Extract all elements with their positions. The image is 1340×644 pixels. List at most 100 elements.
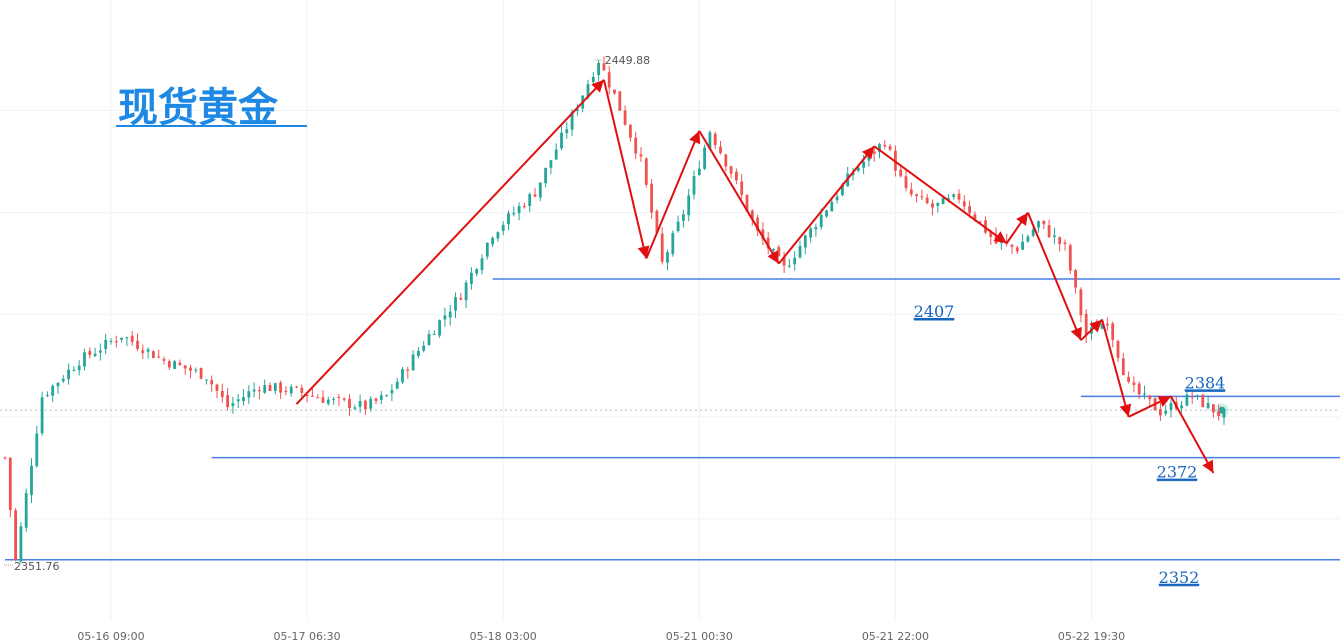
candle-body bbox=[401, 369, 404, 383]
candle-body bbox=[782, 257, 786, 266]
candle-body bbox=[491, 237, 494, 245]
trend-arrow-line bbox=[1170, 395, 1215, 474]
candle-body bbox=[464, 282, 468, 301]
candle-body bbox=[157, 356, 161, 358]
candle-body bbox=[1217, 411, 1221, 416]
candle-body bbox=[809, 228, 812, 238]
x-tick-label: 05-17 06:30 bbox=[274, 630, 341, 643]
candle-body bbox=[740, 181, 744, 195]
candle-body bbox=[40, 397, 44, 434]
candle-body bbox=[947, 198, 950, 200]
candle-body bbox=[549, 160, 553, 168]
candle-body bbox=[385, 395, 388, 397]
candle-body bbox=[602, 63, 606, 71]
candle-body bbox=[676, 221, 680, 232]
candle-body bbox=[671, 233, 675, 255]
candle-body bbox=[46, 394, 49, 396]
candle-body bbox=[814, 227, 818, 230]
candle-body bbox=[337, 397, 341, 399]
candle-body bbox=[247, 391, 251, 398]
candle-body bbox=[417, 350, 420, 356]
candle-body bbox=[623, 110, 627, 125]
candle-body bbox=[470, 272, 473, 285]
candle-body bbox=[1196, 395, 1199, 397]
candle-body bbox=[629, 124, 632, 138]
candle-body bbox=[692, 176, 696, 195]
candle-body bbox=[835, 196, 839, 201]
candle-body bbox=[660, 233, 664, 262]
candle-body bbox=[554, 149, 558, 160]
candle-body bbox=[353, 407, 357, 409]
candle-body bbox=[448, 311, 452, 318]
candle-body bbox=[634, 137, 638, 154]
candle-body bbox=[125, 337, 129, 339]
candle-body bbox=[761, 229, 765, 240]
candle-body bbox=[146, 349, 150, 352]
candle-body bbox=[819, 214, 823, 227]
candle-body bbox=[517, 206, 521, 214]
trend-arrow-head bbox=[1070, 326, 1082, 341]
candle-body bbox=[263, 385, 267, 393]
candle-body bbox=[655, 210, 659, 233]
candle-body bbox=[189, 367, 192, 371]
candle-body bbox=[268, 385, 272, 391]
candle-body bbox=[289, 386, 293, 394]
candle-body bbox=[798, 246, 802, 258]
candle-body bbox=[1053, 235, 1056, 238]
trend-arrow-head bbox=[1016, 212, 1028, 226]
chart-title: 现货黄金 bbox=[118, 84, 279, 131]
candle-body bbox=[1000, 242, 1003, 244]
trend-arrows bbox=[295, 79, 1215, 474]
x-tick-label: 05-16 09:00 bbox=[77, 630, 144, 643]
trend-arrow-line bbox=[1026, 212, 1082, 341]
candle-body bbox=[941, 198, 945, 205]
trend-arrow-line bbox=[295, 79, 605, 405]
candle-body bbox=[311, 395, 314, 397]
candle-body bbox=[30, 465, 33, 496]
candle-body bbox=[856, 167, 860, 171]
candle-body bbox=[1058, 237, 1062, 244]
candle-body bbox=[210, 379, 214, 385]
candle-body bbox=[766, 237, 770, 249]
candle-body bbox=[968, 206, 971, 214]
candle-body bbox=[1159, 409, 1162, 416]
x-tick-label: 05-18 03:00 bbox=[470, 630, 537, 643]
candle-body bbox=[523, 206, 526, 208]
candle-body bbox=[459, 297, 463, 300]
candle-body bbox=[1121, 358, 1125, 376]
candle-body bbox=[687, 195, 691, 216]
candle-body bbox=[1074, 270, 1077, 288]
candle-body bbox=[284, 390, 288, 393]
candle-body bbox=[178, 362, 182, 365]
candle-body bbox=[411, 354, 415, 371]
candle-body bbox=[24, 493, 28, 528]
candle-body bbox=[501, 224, 505, 231]
candle-body bbox=[931, 203, 934, 208]
candle-body bbox=[480, 258, 484, 271]
candle-body bbox=[644, 158, 648, 185]
candle-body bbox=[1116, 341, 1120, 358]
candle-body bbox=[650, 183, 653, 213]
candle-body bbox=[173, 361, 176, 369]
candle-body bbox=[841, 184, 844, 196]
candle-body bbox=[682, 214, 685, 221]
candle-body bbox=[114, 341, 118, 343]
candle-body bbox=[364, 400, 367, 410]
candle-body bbox=[904, 176, 908, 189]
trend-arrow-head bbox=[767, 250, 779, 264]
candle-body bbox=[454, 297, 457, 311]
candle-body bbox=[708, 132, 712, 149]
candle-body bbox=[8, 457, 12, 510]
candle-body bbox=[613, 89, 616, 94]
candle-body bbox=[427, 334, 431, 346]
candle-body bbox=[533, 194, 537, 197]
candle-body bbox=[597, 62, 600, 76]
candle-body bbox=[1180, 405, 1183, 409]
candle-body bbox=[962, 201, 966, 207]
candle-body bbox=[872, 151, 876, 154]
candle-body bbox=[703, 147, 706, 169]
candle-body bbox=[952, 194, 956, 198]
candle-body bbox=[374, 398, 378, 401]
candle-body bbox=[61, 378, 65, 382]
